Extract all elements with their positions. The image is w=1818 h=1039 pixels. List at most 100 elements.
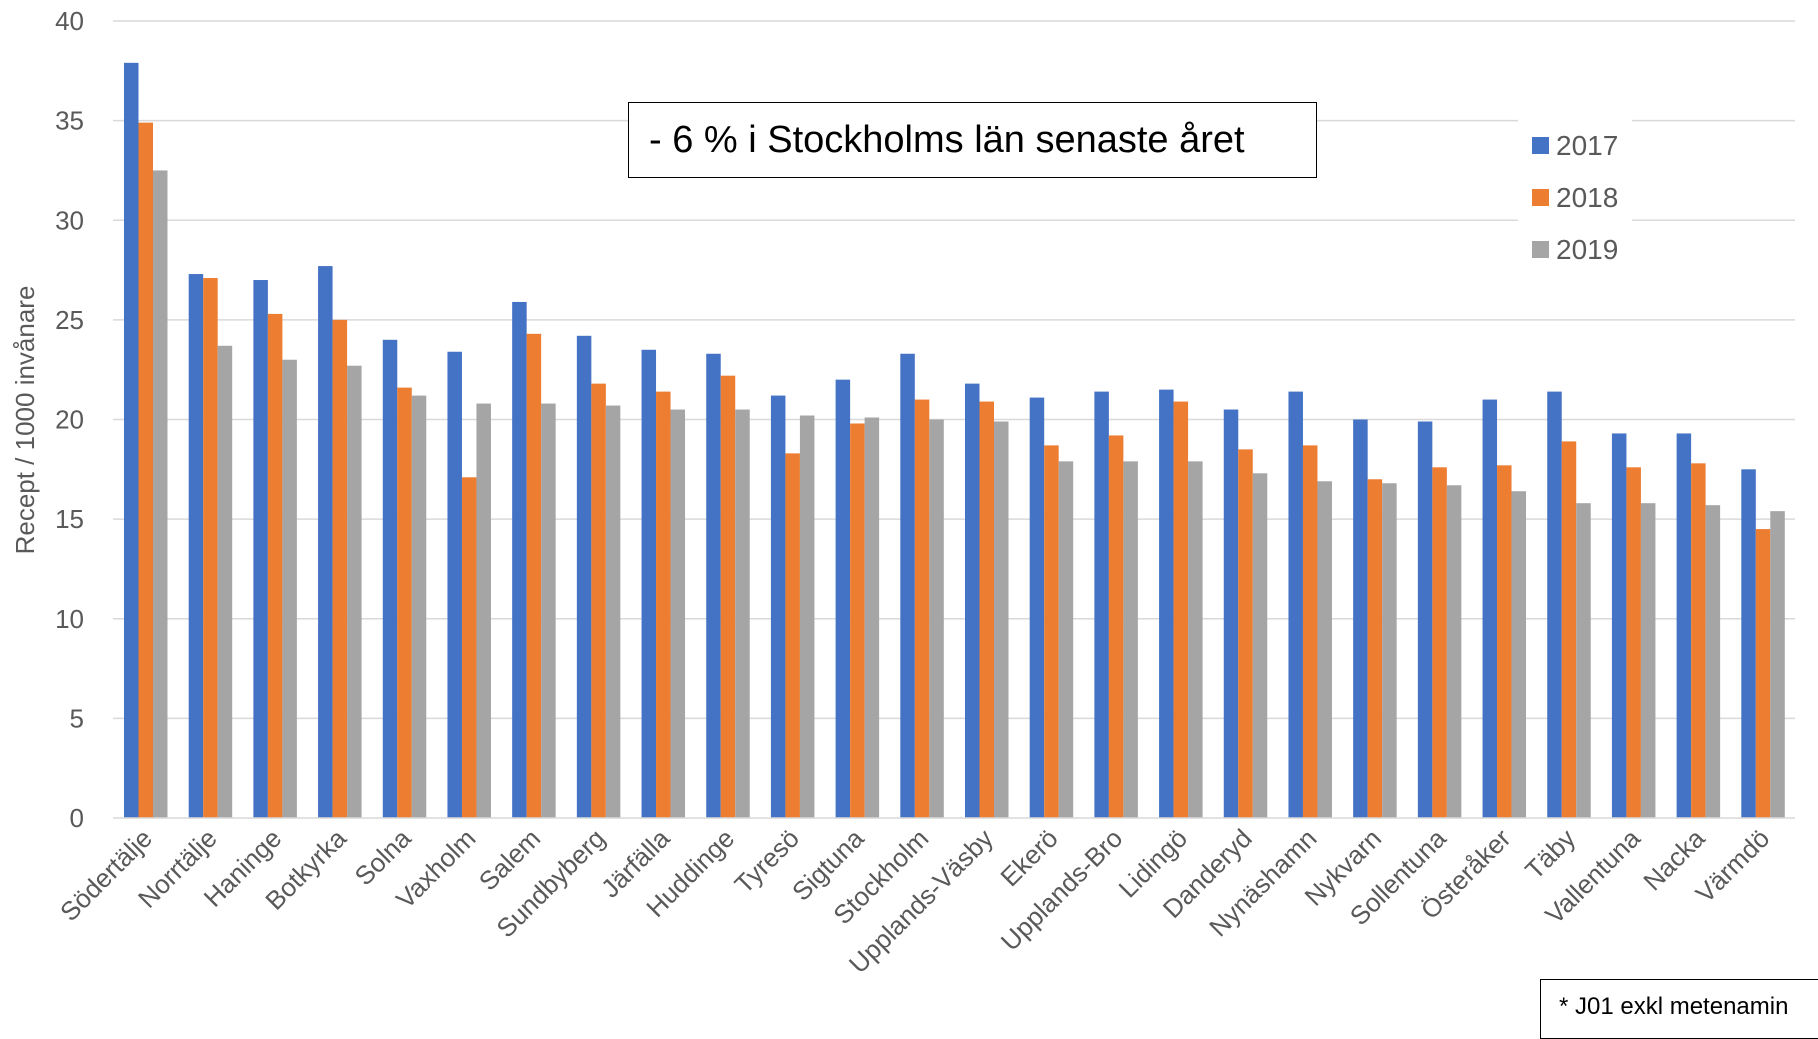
bar-2018-22 [1561, 441, 1577, 818]
y-tick-label: 40 [55, 6, 84, 36]
y-tick-label: 30 [55, 205, 84, 235]
bar-2019-25 [1770, 511, 1785, 818]
bar-2018-15 [1108, 435, 1124, 818]
legend-swatch-2017 [1532, 137, 1549, 154]
bar-2019-22 [1576, 503, 1591, 818]
bar-2018-12 [914, 399, 930, 818]
bar-2018-7 [591, 383, 606, 818]
bar-2018-6 [526, 333, 542, 818]
bar-2018-2 [267, 313, 283, 818]
bar-2019-13 [994, 421, 1009, 818]
bar-2017-11 [835, 379, 851, 818]
bar-2018-3 [332, 319, 348, 818]
bar-2019-14 [1058, 461, 1074, 818]
bar-2017-6 [512, 301, 527, 818]
bar-2019-10 [799, 415, 815, 818]
bar-2019-9 [735, 409, 750, 818]
bar-2019-12 [929, 419, 944, 818]
bar-2017-10 [770, 395, 786, 818]
bar-2018-18 [1302, 445, 1318, 818]
bar-2017-3 [318, 266, 333, 818]
annotation-box: - 6 % i Stockholms län senaste året [628, 102, 1317, 178]
bar-2017-8 [641, 349, 657, 818]
bar-2017-7 [576, 335, 592, 818]
bar-2018-13 [979, 401, 994, 818]
bar-2019-23 [1640, 503, 1656, 818]
bar-2019-6 [541, 403, 556, 818]
bar-2017-24 [1676, 433, 1692, 818]
bar-2018-21 [1497, 465, 1512, 818]
bar-2018-5 [461, 477, 477, 818]
bar-2019-4 [411, 395, 427, 818]
bar-2018-11 [850, 423, 865, 818]
bar-2019-1 [217, 345, 233, 818]
y-tick-label: 10 [55, 604, 84, 634]
bar-2019-24 [1705, 505, 1721, 818]
bar-2017-25 [1741, 469, 1756, 818]
bar-2017-9 [706, 353, 721, 818]
category-labels: SödertäljeNorrtäljeHaningeBotkyrkaSolnaV… [54, 823, 1775, 979]
bar-2017-19 [1353, 419, 1368, 818]
y-tick-label: 5 [70, 703, 84, 733]
legend-swatch-2018 [1532, 189, 1549, 206]
bar-2018-1 [203, 278, 218, 819]
bar-2018-25 [1755, 529, 1771, 818]
y-tick-label: 25 [55, 305, 84, 335]
bar-2019-21 [1511, 491, 1527, 818]
bar-2018-0 [138, 122, 153, 819]
bars [124, 62, 1785, 819]
y-axis-ticks: 0 5 10 15 20 25 30 35 40 [55, 6, 84, 833]
y-axis-title: Recept / 1000 invånare [10, 286, 40, 555]
legend: 2017 2018 2019 [1518, 118, 1632, 278]
bar-2017-21 [1482, 399, 1498, 818]
category-label: Värmdö [1690, 823, 1776, 909]
bar-2019-5 [476, 403, 491, 818]
bar-2019-7 [605, 405, 621, 818]
bar-2018-4 [397, 387, 412, 818]
bar-2019-0 [153, 170, 168, 818]
bar-2018-16 [1173, 401, 1189, 818]
bar-2019-17 [1252, 473, 1268, 818]
y-tick-label: 0 [70, 803, 84, 833]
bar-2018-8 [656, 391, 671, 818]
bar-2017-15 [1094, 391, 1109, 818]
y-tick-label: 15 [55, 504, 84, 534]
bar-2017-5 [447, 351, 462, 818]
bar-2017-12 [900, 353, 915, 818]
bar-2019-8 [670, 409, 686, 818]
bar-2019-11 [864, 417, 880, 818]
bar-2019-15 [1123, 461, 1138, 818]
bar-2019-19 [1382, 483, 1397, 818]
bar-2019-18 [1317, 481, 1332, 818]
bar-2017-13 [965, 383, 980, 818]
bar-2017-20 [1417, 421, 1433, 818]
y-tick-label: 20 [55, 405, 84, 435]
y-tick-label: 35 [55, 106, 84, 136]
bar-2018-10 [785, 453, 800, 818]
bar-2017-23 [1611, 433, 1627, 818]
bar-2017-1 [188, 274, 204, 818]
bar-2017-22 [1547, 391, 1562, 818]
legend-label-2017: 2017 [1556, 130, 1618, 161]
category-label: Södertälje [54, 823, 158, 927]
bar-2018-23 [1626, 467, 1641, 818]
bar-2018-9 [720, 375, 736, 818]
legend-swatch-2019 [1532, 241, 1549, 258]
bar-2017-0 [124, 62, 139, 818]
bar-2019-16 [1188, 461, 1203, 818]
bar-2018-14 [1044, 445, 1059, 818]
legend-label-2019: 2019 [1556, 234, 1618, 265]
bar-2018-19 [1367, 479, 1383, 818]
bar-2018-20 [1432, 467, 1447, 818]
bar-2017-2 [253, 280, 268, 818]
bar-2017-4 [382, 339, 398, 818]
legend-label-2018: 2018 [1556, 182, 1618, 213]
bar-2019-3 [347, 365, 362, 818]
bar-2019-20 [1446, 485, 1462, 818]
footnote-box: * J01 exkl metenamin [1540, 979, 1818, 1039]
bar-2017-18 [1288, 391, 1303, 818]
bar-2018-17 [1238, 449, 1253, 818]
bar-2019-2 [282, 359, 297, 818]
bar-2017-17 [1223, 409, 1239, 818]
